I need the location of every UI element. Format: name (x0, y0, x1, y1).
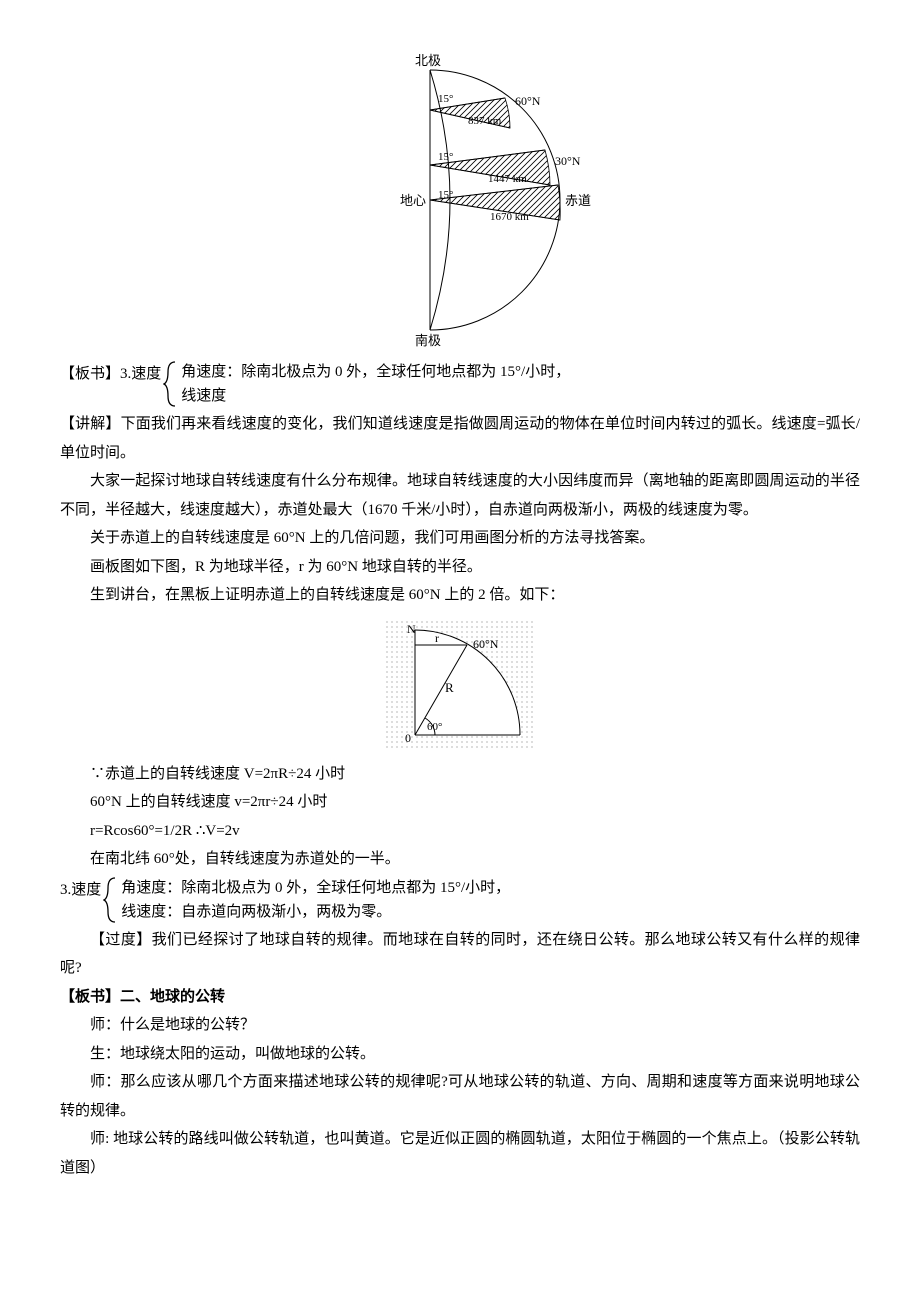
svg-text:R: R (445, 680, 454, 695)
svg-text:60°N: 60°N (473, 637, 499, 651)
svg-text:1447 km: 1447 km (488, 173, 527, 185)
svg-text:0: 0 (405, 731, 411, 745)
svg-text:15°: 15° (438, 189, 453, 201)
left-brace-icon (103, 876, 119, 924)
qa-line-2: 生：地球绕太阳的运动，叫做地球的公转。 (60, 1040, 860, 1069)
calc-line-4: 在南北纬 60°处，自转线速度为赤道处的一半。 (60, 845, 860, 874)
svg-text:60°: 60° (427, 721, 442, 733)
calc-line-1: ∵赤道上的自转线速度 V=2πR÷24 小时 (60, 760, 860, 789)
svg-text:赤道: 赤道 (565, 193, 591, 208)
calc-line-3: r=Rcos60°=1/2R ∴V=2v (60, 817, 860, 846)
transition-para: 【过度】我们已经探讨了地球自转的规律。而地球在自转的同时，还在绕日公转。那么地球… (60, 926, 860, 983)
board-heading-2: 【板书】二、地球的公转 (60, 983, 860, 1012)
svg-text:地心: 地心 (400, 193, 426, 208)
explain-para-4: 画板图如下图，R 为地球半径，r 为 60°N 地球自转的半径。 (60, 553, 860, 582)
earth-rotation-diagram: 北极 南极 地心 赤道 60°N 30°N 15° 15° 15° 837 km… (60, 50, 860, 350)
board-tag: 【板书】 (60, 366, 120, 382)
svg-text:1670 km: 1670 km (490, 211, 529, 223)
qa-line-3: 师：那么应该从哪几个方面来描述地球公转的规律呢?可从地球公转的轨道、方向、周期和… (60, 1068, 860, 1125)
svg-text:北极: 北极 (415, 53, 441, 68)
svg-text:15°: 15° (438, 93, 453, 105)
qa-line-4: 师: 地球公转的路线叫做公转轨道，也叫黄道。它是近似正圆的椭圆轨道，太阳位于椭圆… (60, 1125, 860, 1182)
explain-para-5: 生到讲台，在黑板上证明赤道上的自转线速度是 60°N 上的 2 倍。如下： (60, 581, 860, 610)
svg-text:30°N: 30°N (555, 154, 581, 168)
board-speed-1: 【板书】3.速度 角速度：除南北极点为 0 外，全球任何地点都为 15°/小时，… (60, 360, 860, 408)
svg-text:837 km: 837 km (468, 115, 502, 127)
explain-para-3: 关于赤道上的自转线速度是 60°N 上的几倍问题，我们可用画图分析的方法寻找答案… (60, 524, 860, 553)
angular-velocity-line: 角速度：除南北极点为 0 外，全球任何地点都为 15°/小时， (181, 360, 570, 384)
explain-para-2: 大家一起探讨地球自转线速度有什么分布规律。地球自转线速度的大小因纬度而异（离地轴… (60, 467, 860, 524)
radius-quarter-diagram: N r 60°N R 60° 0 (60, 620, 860, 750)
calc-line-2: 60°N 上的自转线速度 v=2πr÷24 小时 (60, 788, 860, 817)
svg-text:15°: 15° (438, 151, 453, 163)
left-brace-icon (163, 360, 179, 408)
svg-text:N: N (407, 622, 416, 636)
qa-line-1: 师：什么是地球的公转？ (60, 1011, 860, 1040)
svg-text:南极: 南极 (415, 333, 441, 348)
speed-summary: 3.速度 角速度：除南北极点为 0 外，全球任何地点都为 15°/小时， 线速度… (60, 876, 860, 924)
linear-velocity-line: 线速度 (181, 384, 570, 408)
svg-text:60°N: 60°N (515, 94, 541, 108)
svg-text:r: r (435, 631, 439, 645)
explain-para-1: 【讲解】下面我们再来看线速度的变化，我们知道线速度是指做圆周运动的物体在单位时间… (60, 410, 860, 467)
